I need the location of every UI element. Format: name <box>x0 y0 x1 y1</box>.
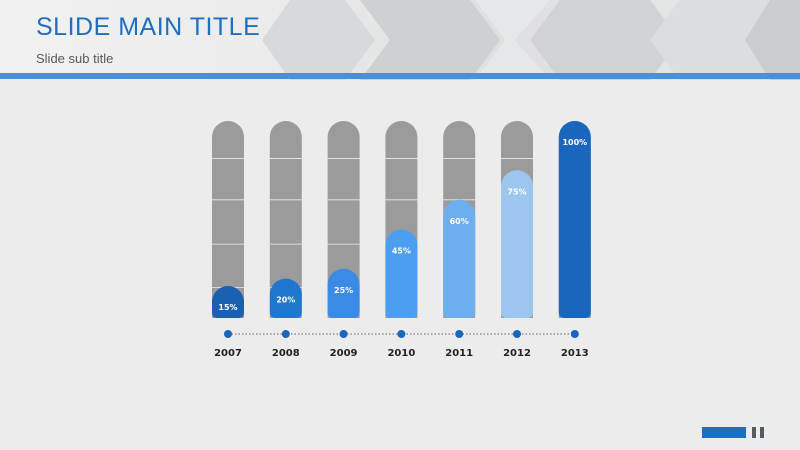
bar-fills: 15% 20% 25% 45% 60% 75% 100% <box>212 121 591 318</box>
data-label-2013: 100% <box>562 138 587 147</box>
bar-2010 <box>385 229 418 318</box>
slide-progress-bar <box>702 427 746 438</box>
pause-icon-right <box>760 427 764 438</box>
x-tick-label-2012: 2012 <box>503 348 531 359</box>
page-title: SLIDE MAIN TITLE <box>36 13 261 41</box>
x-tick-label-2013: 2013 <box>561 348 589 359</box>
page-subtitle: Slide sub title <box>36 51 114 66</box>
data-label-2009: 25% <box>334 286 353 295</box>
slide-header: SLIDE MAIN TITLE Slide sub title <box>0 0 800 80</box>
bar-2012 <box>501 170 533 318</box>
data-label-2012: 75% <box>507 187 526 196</box>
x-tick-label-2011: 2011 <box>445 348 473 359</box>
header-background-pattern <box>262 0 800 80</box>
bar-2008 <box>269 278 302 318</box>
timeline-dot-2009 <box>339 330 348 338</box>
timeline-dot-2007 <box>224 330 232 338</box>
bar-2009 <box>327 268 360 318</box>
timeline-dot-2010 <box>397 330 406 338</box>
pause-icon-left <box>752 427 756 438</box>
timeline-dot-2011 <box>455 330 464 338</box>
x-tick-label-2008: 2008 <box>272 348 300 359</box>
bar-track-2009 <box>327 121 360 318</box>
data-label-2011: 60% <box>450 217 469 226</box>
bar-track-2007 <box>212 121 244 318</box>
bar-2007 <box>212 286 244 318</box>
data-label-2010: 45% <box>392 246 411 255</box>
timeline-dot-2008 <box>281 330 290 338</box>
bar-2011 <box>443 199 476 318</box>
x-tick-label-2009: 2009 <box>330 348 358 359</box>
timeline: 2007 2008 2009 2010 2011 2012 2013 <box>214 330 589 359</box>
data-label-2007: 15% <box>218 303 237 312</box>
x-tick-label-2010: 2010 <box>387 348 415 359</box>
slide-navigation <box>702 427 772 439</box>
bar-track-2008 <box>269 121 302 318</box>
data-label-2008: 20% <box>276 296 295 305</box>
bar-2013 <box>558 121 591 318</box>
timeline-dot-2012 <box>513 330 521 338</box>
header-accent-line <box>0 73 800 79</box>
timeline-dot-2013 <box>570 330 579 338</box>
x-tick-label-2007: 2007 <box>214 348 242 359</box>
